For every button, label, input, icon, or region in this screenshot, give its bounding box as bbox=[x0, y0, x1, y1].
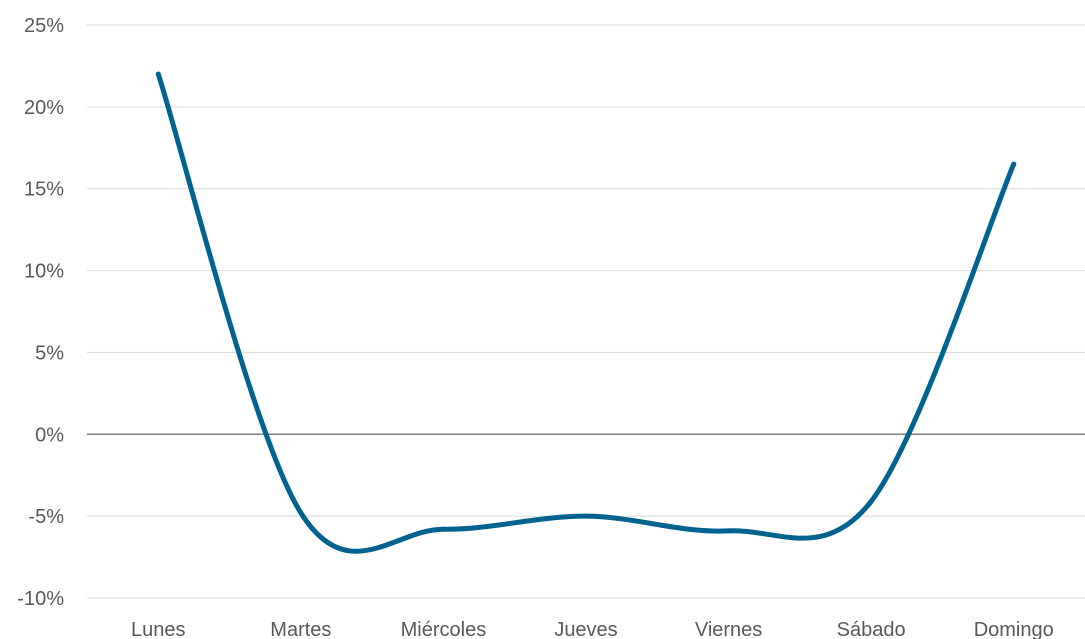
y-tick-label: 15% bbox=[24, 179, 64, 201]
data-point bbox=[583, 513, 589, 519]
y-tick-label: 20% bbox=[24, 97, 64, 119]
x-tick-label: Sábado bbox=[837, 619, 906, 639]
x-tick-label: Lunes bbox=[131, 619, 186, 639]
y-tick-label: 25% bbox=[24, 15, 64, 37]
y-tick-label: 5% bbox=[35, 342, 64, 364]
data-point bbox=[155, 71, 161, 77]
data-point bbox=[868, 498, 874, 504]
x-tick-label: Martes bbox=[270, 619, 331, 639]
data-point bbox=[298, 510, 304, 516]
x-tick-label: Miércoles bbox=[401, 619, 487, 639]
series-line bbox=[155, 71, 1017, 554]
x-tick-label: Domingo bbox=[974, 619, 1054, 639]
x-tick-label: Jueves bbox=[554, 619, 617, 639]
y-tick-label: 0% bbox=[35, 424, 64, 446]
x-tick-label: Viernes bbox=[695, 619, 762, 639]
y-tick-label: -5% bbox=[28, 506, 64, 528]
series-group bbox=[155, 71, 1017, 554]
y-tick-label: 10% bbox=[24, 261, 64, 283]
y-axis-tick-labels: 25% 20% 15% 10% 5% 0% -5% -10% bbox=[17, 15, 64, 610]
data-point bbox=[440, 526, 446, 532]
data-point bbox=[1011, 161, 1017, 167]
x-axis-tick-labels: Lunes Martes Miércoles Jueves Viernes Sábado D… bbox=[131, 619, 1054, 639]
data-point bbox=[726, 528, 732, 534]
gridlines bbox=[87, 24, 1085, 599]
y-tick-label: -10% bbox=[17, 588, 64, 610]
